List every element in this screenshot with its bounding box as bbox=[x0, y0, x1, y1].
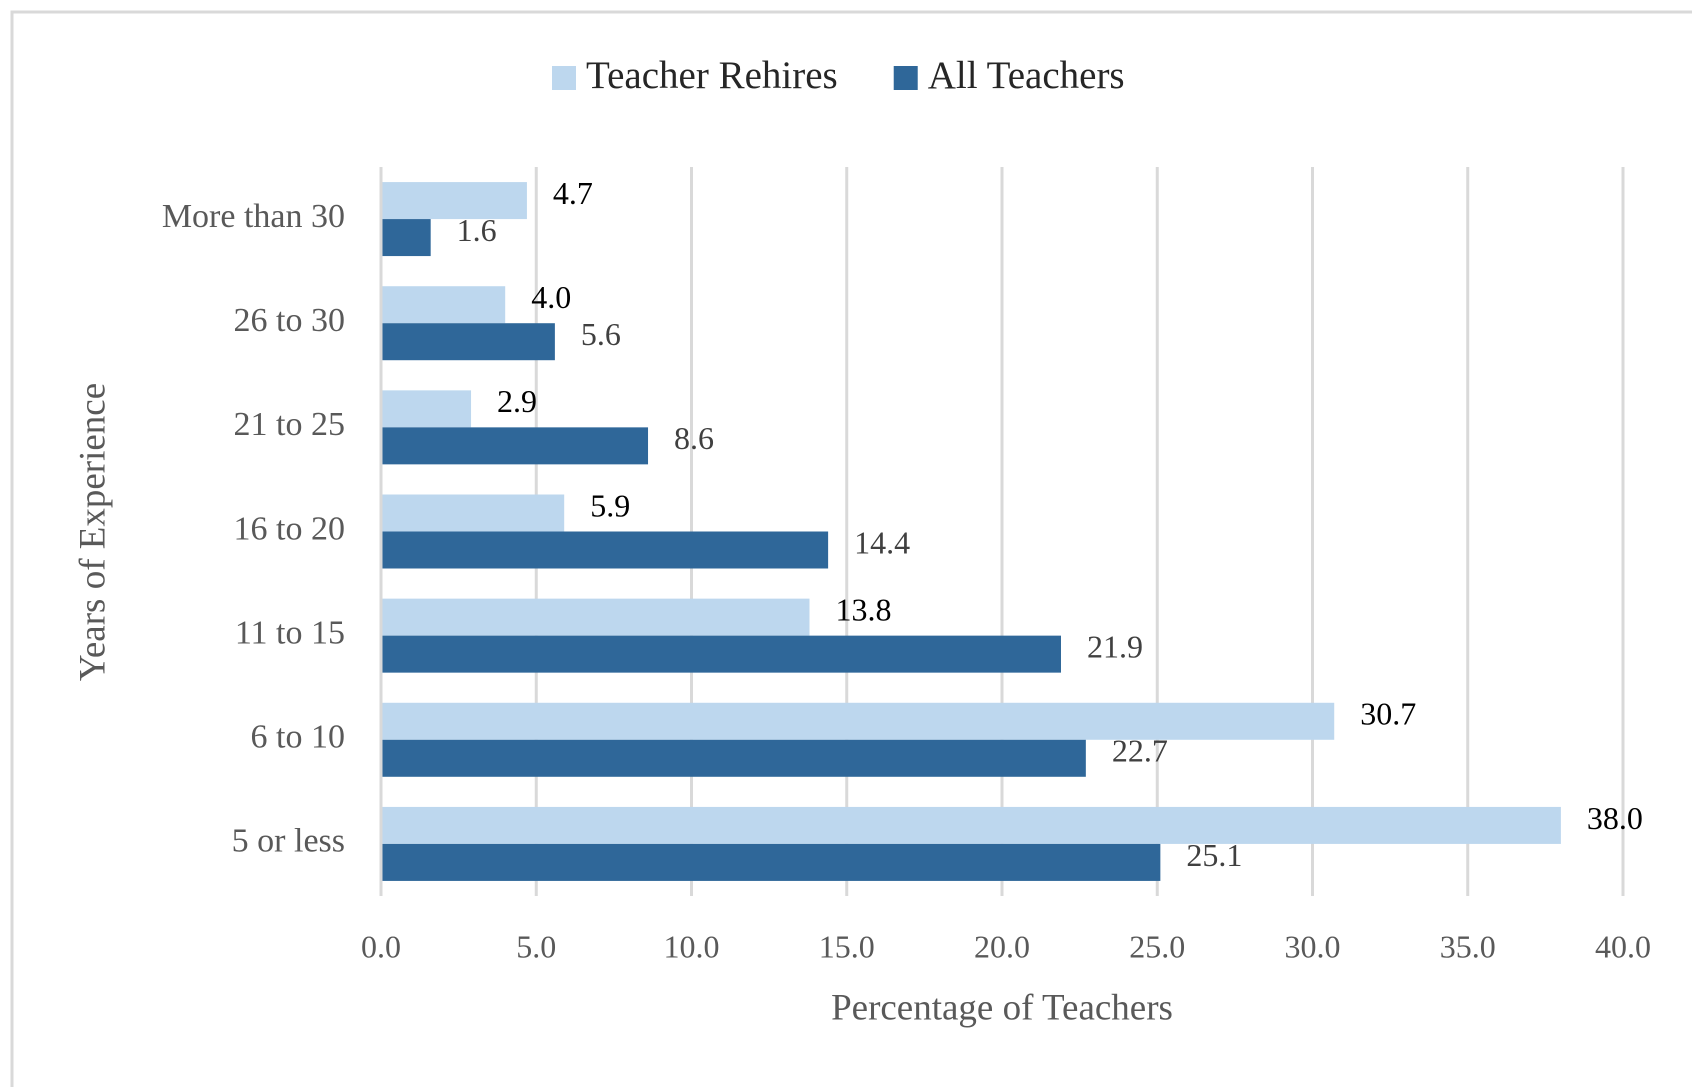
data-label: 21.9 bbox=[1087, 628, 1143, 664]
y-tick-label: 21 to 25 bbox=[234, 406, 345, 443]
bar bbox=[381, 598, 810, 636]
legend-label: Teacher Rehires bbox=[586, 54, 838, 97]
x-tick-label: 5.0 bbox=[516, 928, 556, 964]
bar bbox=[381, 219, 431, 257]
x-tick-label: 35.0 bbox=[1440, 928, 1496, 964]
bar bbox=[381, 286, 506, 324]
y-tick-label: 5 or less bbox=[232, 823, 345, 860]
legend-swatch bbox=[552, 66, 576, 90]
bar bbox=[381, 182, 527, 220]
x-tick-label: 15.0 bbox=[819, 928, 875, 964]
y-axis-label: Years of Experience bbox=[72, 383, 113, 681]
data-label: 13.8 bbox=[835, 591, 891, 627]
x-tick-label: 0.0 bbox=[361, 928, 401, 964]
data-label: 30.7 bbox=[1360, 696, 1416, 732]
legend-label: All Teachers bbox=[928, 54, 1125, 97]
x-tick-label: 30.0 bbox=[1285, 928, 1341, 964]
x-tick-label: 20.0 bbox=[974, 928, 1030, 964]
bar bbox=[381, 806, 1561, 844]
data-label: 8.6 bbox=[674, 420, 714, 456]
chart-border bbox=[10, 10, 1692, 1087]
data-label: 1.6 bbox=[457, 212, 497, 248]
data-label: 5.6 bbox=[581, 316, 621, 352]
bar bbox=[381, 427, 649, 465]
bar bbox=[381, 702, 1335, 740]
data-label: 38.0 bbox=[1587, 800, 1643, 836]
y-tick-label: 16 to 20 bbox=[234, 510, 345, 547]
legend-swatch bbox=[893, 66, 918, 90]
data-label: 4.0 bbox=[531, 279, 571, 315]
bar bbox=[381, 635, 1061, 673]
data-label: 2.9 bbox=[497, 383, 537, 419]
data-label: 5.9 bbox=[590, 487, 630, 523]
x-tick-label: 10.0 bbox=[664, 928, 720, 964]
data-label: 4.7 bbox=[553, 175, 593, 211]
data-label: 14.4 bbox=[854, 524, 910, 560]
data-label: 25.1 bbox=[1186, 837, 1242, 873]
x-tick-label: 40.0 bbox=[1595, 928, 1651, 964]
bar bbox=[381, 739, 1086, 777]
bar bbox=[381, 390, 472, 428]
x-axis-label: Percentage of Teachers bbox=[831, 987, 1173, 1028]
bar bbox=[381, 494, 565, 532]
data-label: 22.7 bbox=[1112, 733, 1168, 769]
bar bbox=[381, 843, 1161, 881]
y-tick-label: 26 to 30 bbox=[234, 302, 345, 339]
y-tick-label: More than 30 bbox=[162, 198, 345, 235]
bar bbox=[381, 531, 829, 569]
x-tick-label: 25.0 bbox=[1129, 928, 1185, 964]
y-tick-label: 6 to 10 bbox=[251, 719, 345, 756]
bar bbox=[381, 323, 555, 361]
y-tick-label: 11 to 15 bbox=[235, 614, 345, 651]
